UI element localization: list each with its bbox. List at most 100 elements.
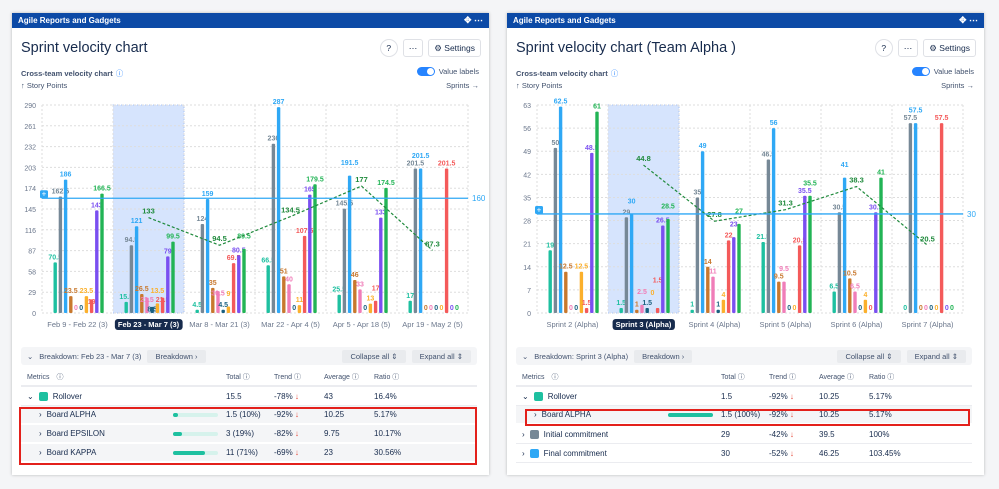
table-row[interactable]: ⌄ Rollover 1.5 -92% ↓ 10.25 5.17% <box>516 387 972 406</box>
expand-icon[interactable]: ⌄ <box>522 391 529 401</box>
bar <box>863 299 868 313</box>
collapse-all-button[interactable]: Collapse all ⇕ <box>837 349 901 363</box>
bar-value-label: 41 <box>841 162 849 169</box>
bar-value-label: 121 <box>131 218 143 225</box>
help-button[interactable]: ? <box>379 39 398 57</box>
table-row[interactable]: › Board KAPPA 11 (71%) -69% ↓ 23 30.56% <box>21 444 477 463</box>
settings-button[interactable]: ⚙ Settings <box>923 39 976 57</box>
chevron-right-icon[interactable]: › <box>534 410 537 419</box>
bar-value-label: 143 <box>91 202 103 209</box>
bar <box>553 147 558 313</box>
toggle-switch[interactable] <box>911 67 930 76</box>
bar <box>558 106 563 314</box>
metric-label: Board ALPHA <box>541 410 592 419</box>
trend-text: -69% <box>274 448 293 457</box>
x-category-label: Feb 23 - Mar 7 (3) <box>118 320 180 329</box>
table-row[interactable]: › Final commitment 30 -52% ↓ 46.25 103.45… <box>516 444 972 463</box>
x-category-label: Apr 5 - Apr 18 (5) <box>333 320 391 329</box>
expand-all-button[interactable]: Expand all ⇕ <box>411 349 471 363</box>
bar-value-label: 9 <box>226 291 230 298</box>
breakdown-title: Breakdown: Feb 23 - Mar 7 (3) <box>39 351 142 361</box>
move-and-more-icon[interactable]: ✥ ⋯ <box>958 15 978 25</box>
bar <box>635 309 639 313</box>
expand-icon[interactable]: › <box>522 429 525 439</box>
chevron-down-icon[interactable]: ⌄ <box>522 351 529 361</box>
breakdown-button[interactable]: Breakdown › <box>634 349 693 363</box>
column-header: Metrics ⓘ <box>27 373 64 382</box>
bar-value-label: 1.5 <box>582 300 592 307</box>
chevron-right-icon[interactable]: › <box>39 410 42 419</box>
average-value-label: 134.5 <box>281 206 300 215</box>
expand-all-button[interactable]: Expand all ⇕ <box>906 349 966 363</box>
table-row[interactable]: ⌄ Rollover 15.5 -78% ↓ 43 16.4% <box>21 387 477 406</box>
arrow-down-icon: ↓ <box>789 391 794 401</box>
column-header-label: Metrics <box>522 373 545 381</box>
column-header-label: Metrics <box>27 373 50 381</box>
bar-value-label: 89.5 <box>237 233 251 240</box>
bar <box>242 248 246 313</box>
y-tick-label: 174 <box>24 186 36 193</box>
expand-icon[interactable]: ⌄ <box>27 391 34 401</box>
info-icon[interactable]: ⓘ <box>610 69 619 78</box>
bar-value-label: 179.5 <box>306 176 324 183</box>
column-header-label: Ratio <box>869 374 886 381</box>
chevron-right-icon[interactable]: › <box>39 429 42 438</box>
collapse-all-button[interactable]: Collapse all ⇕ <box>342 349 406 363</box>
table-row[interactable]: › Board EPSILON 3 (19%) -82% ↓ 9.75 10.17… <box>21 425 477 444</box>
settings-button[interactable]: ⚙ Settings <box>428 39 481 57</box>
toggle-switch[interactable] <box>416 67 435 76</box>
expand-icon[interactable]: › <box>522 448 525 458</box>
velocity-gadget-right: Agile Reports and Gadgets ✥ ⋯ Sprint velo… <box>507 13 984 475</box>
bar-value-label: 133 <box>375 210 387 217</box>
bar-value-label: 0 <box>650 290 654 297</box>
bar-value-label: 0 <box>934 305 938 312</box>
bar-value-label: 10.5 <box>843 270 857 277</box>
breakdown-bar: ⌄ Breakdown: Feb 23 - Mar 7 (3) Breakdown … <box>21 347 477 365</box>
bar-value-label: 0 <box>429 305 433 312</box>
trend-value: -82% ↓ <box>274 429 324 438</box>
column-header: Trend ⓘ <box>769 374 796 381</box>
bar-value-label: 94.5 <box>125 237 139 244</box>
bar <box>84 296 89 313</box>
breakdown-button-label: Breakdown <box>155 351 193 361</box>
ratio-value: 5.17% <box>869 391 892 401</box>
y-tick-label: 87 <box>28 249 36 256</box>
average-value: 10.25 <box>819 410 840 419</box>
move-and-more-icon[interactable]: ✥ ⋯ <box>463 15 483 25</box>
bar <box>444 168 449 313</box>
column-header: Total ⓘ <box>721 374 745 381</box>
y-tick-label: 58 <box>28 269 36 276</box>
chevron-right-icon[interactable]: › <box>39 448 42 457</box>
table-row[interactable]: › Board ALPHA 1.5 (10%) -92% ↓ 10.25 5.17… <box>21 406 477 425</box>
gear-icon: ⚙ <box>434 42 445 53</box>
bar <box>160 297 165 313</box>
column-header: Ratio ⓘ <box>869 374 895 381</box>
more-button[interactable]: ⋯ <box>897 39 919 57</box>
bar <box>695 197 700 313</box>
help-button[interactable]: ? <box>874 39 893 57</box>
expand-all-label: Expand all <box>914 351 950 361</box>
value-labels-toggle[interactable]: Value labels <box>911 67 974 76</box>
bar <box>226 306 231 313</box>
average-value-label: 27.8 <box>707 210 722 219</box>
bar <box>913 123 918 314</box>
bar <box>384 187 388 313</box>
x-category-label: Sprint 6 (Alpha) <box>830 320 883 329</box>
breakdown-button[interactable]: Breakdown › <box>147 349 206 363</box>
page-title: Sprint velocity chart <box>21 40 148 56</box>
table-header: Metrics ⓘ Total ⓘ Trend ⓘ Average ⓘ Ratio ⓘ <box>21 369 477 387</box>
y-tick-label: 28 <box>523 219 531 226</box>
column-header-label: Average <box>324 374 350 381</box>
info-icon[interactable]: ⓘ <box>115 69 124 78</box>
trend-text: -92% <box>769 410 788 419</box>
bar <box>166 256 170 313</box>
chevron-down-icon[interactable]: ⌄ <box>27 351 34 361</box>
table-row[interactable]: › Initial commitment 29 -42% ↓ 39.5 100% <box>516 425 972 444</box>
y-tick-label: 261 <box>24 124 36 131</box>
series-color-swatch <box>533 391 543 401</box>
bar-value-label: 27 <box>735 208 743 215</box>
more-button[interactable]: ⋯ <box>402 39 424 57</box>
bar <box>216 291 220 313</box>
value-labels-toggle[interactable]: Value labels <box>416 67 479 76</box>
